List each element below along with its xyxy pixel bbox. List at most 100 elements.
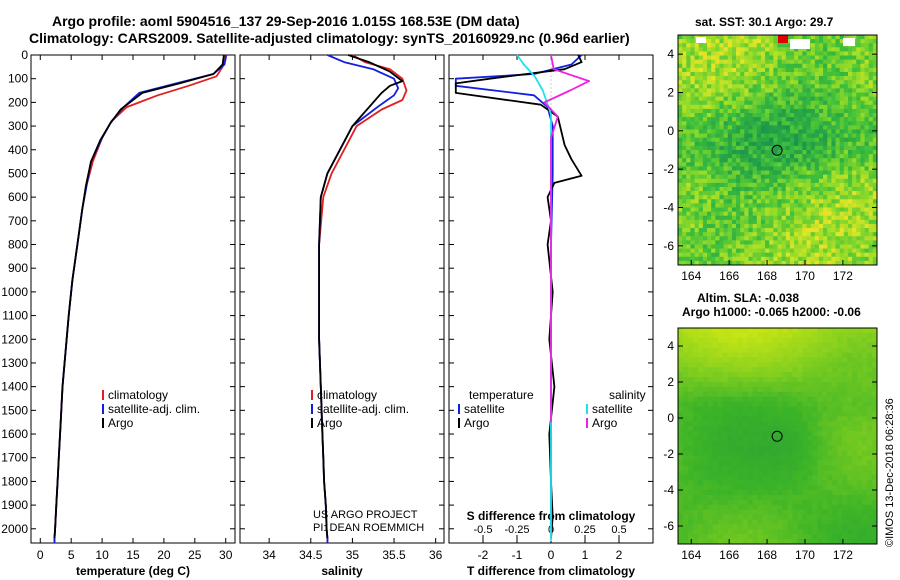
map-cell <box>822 416 828 422</box>
map-cell <box>698 240 704 245</box>
map-cell <box>797 519 803 525</box>
map-cell <box>756 59 762 65</box>
map-cell <box>814 121 820 126</box>
map-cell <box>686 166 691 171</box>
map-cell <box>711 145 716 151</box>
map-cell <box>807 332 813 339</box>
map-cell <box>785 203 791 208</box>
map-cell <box>777 207 783 213</box>
map-cell <box>678 215 683 221</box>
map-cell <box>692 431 699 437</box>
map-cell <box>777 154 783 159</box>
map-cell <box>698 125 704 130</box>
map-cell <box>678 199 683 204</box>
map-cell <box>756 39 762 44</box>
map-cell <box>744 162 749 167</box>
y-tick-label: 300 <box>8 119 28 133</box>
map-cell <box>698 166 704 171</box>
map-cell <box>835 219 841 225</box>
map-cell <box>822 431 828 437</box>
map-cell <box>744 104 749 110</box>
map-cell <box>707 182 712 188</box>
map-cell <box>717 352 724 358</box>
map-cell <box>740 252 745 258</box>
map-cell <box>748 211 754 217</box>
map-cell <box>857 504 863 511</box>
map-cell <box>781 141 787 147</box>
map-cell <box>707 504 714 511</box>
map-cell <box>807 509 813 515</box>
map-cell <box>832 455 838 461</box>
map-cell <box>802 125 807 130</box>
map-cell <box>872 357 878 363</box>
map-cell <box>678 174 683 180</box>
salinity-panel: 34 34.5 35 35.5 36salinityclimatologysatelli… <box>239 54 445 578</box>
map-cell <box>752 485 759 491</box>
map-cell <box>702 445 709 452</box>
map-cell <box>782 504 788 511</box>
map-cell <box>823 252 828 258</box>
map-cell <box>835 113 841 118</box>
map-cell <box>827 490 833 496</box>
map-cell <box>767 332 773 339</box>
map-cell <box>827 141 832 147</box>
map-cell <box>772 440 778 447</box>
map-cell <box>678 372 684 378</box>
map-cell <box>715 162 720 167</box>
map-cell <box>682 260 687 266</box>
map-cell <box>792 396 798 403</box>
map-cell <box>678 485 684 491</box>
map-cell <box>789 178 795 184</box>
map-cell <box>847 35 853 40</box>
map-cell <box>712 382 719 388</box>
map-cell <box>747 460 754 466</box>
map-cell <box>798 228 803 233</box>
map-cell <box>842 391 848 398</box>
map-cell <box>823 35 828 40</box>
map-cell <box>765 248 770 254</box>
map-cell <box>857 509 863 515</box>
map-cell <box>857 382 863 388</box>
map-cell <box>785 174 791 180</box>
map-cell <box>802 35 807 40</box>
map-cell <box>857 490 863 496</box>
map-cell <box>814 219 820 225</box>
map-cell <box>802 178 807 184</box>
map-cell <box>719 76 725 81</box>
map-cell <box>678 332 684 339</box>
map-cell <box>802 219 807 225</box>
map-cell <box>842 485 848 491</box>
map-cell <box>744 170 749 176</box>
map-cell <box>692 436 699 442</box>
map-cell <box>719 166 725 171</box>
map-cell <box>752 391 759 398</box>
x-axis-label: T difference from climatology <box>467 564 635 578</box>
map-cell <box>864 170 870 176</box>
map-cell <box>731 211 737 217</box>
map-cell <box>682 199 687 204</box>
map-cell <box>812 494 818 501</box>
map-cell <box>765 141 770 147</box>
map-cell <box>711 215 716 221</box>
map-cell <box>756 92 762 98</box>
map-cell <box>872 228 878 233</box>
map-cell <box>862 539 868 545</box>
map-cell <box>752 256 758 262</box>
map-cell <box>742 342 749 349</box>
map-cell <box>737 494 744 501</box>
map-cell <box>756 170 762 176</box>
map-cell <box>823 228 828 233</box>
map-cell <box>818 252 824 258</box>
map-cell <box>852 104 857 110</box>
map-cell <box>781 117 787 122</box>
map-cell <box>697 529 704 535</box>
map-cell <box>737 396 744 403</box>
map-cell <box>818 232 824 237</box>
map-cell <box>752 357 759 363</box>
map-cell <box>765 232 770 237</box>
map-cell <box>737 519 744 525</box>
map-cell <box>777 133 783 139</box>
map-cell <box>707 401 714 407</box>
map-cell <box>864 96 870 102</box>
y-tick-label: 1100 <box>2 309 28 323</box>
